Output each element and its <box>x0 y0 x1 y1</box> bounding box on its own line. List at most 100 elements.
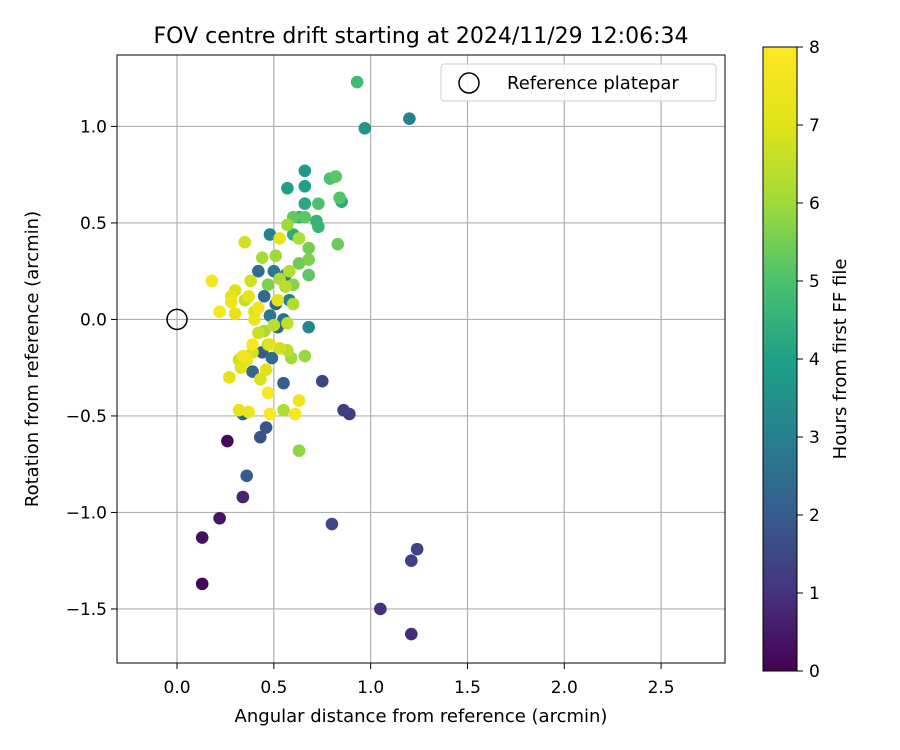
data-point <box>228 307 242 320</box>
colorbar-label: Hours from first FF file <box>830 259 851 460</box>
data-point <box>257 289 271 303</box>
data-point <box>410 542 424 556</box>
y-tick-label: 0.0 <box>80 310 107 330</box>
legend-label: Reference platepar <box>507 73 679 94</box>
data-point <box>286 297 300 311</box>
data-point <box>358 122 372 135</box>
data-point <box>223 371 236 384</box>
data-point <box>263 309 277 322</box>
data-point <box>288 407 302 421</box>
data-point <box>281 181 294 195</box>
data-point <box>302 253 315 266</box>
legend-marker-icon <box>458 72 480 94</box>
data-point <box>312 197 325 210</box>
data-point <box>244 274 257 288</box>
x-tick-label: 2.5 <box>648 678 675 698</box>
data-point <box>283 264 296 278</box>
data-point <box>405 627 418 641</box>
x-tick-label: 0.5 <box>260 678 287 698</box>
y-axis-label: Rotation from reference (arcmin) <box>22 211 43 507</box>
data-point <box>259 421 273 434</box>
y-tick-label: 0.5 <box>80 214 107 234</box>
data-point <box>405 554 418 568</box>
data-point <box>298 164 312 178</box>
colorbar-tick-label: 7 <box>809 116 820 136</box>
data-point <box>298 179 312 193</box>
colorbar-tick-label: 0 <box>809 662 820 682</box>
y-tick-label: −0.5 <box>66 407 107 427</box>
x-axis-label: Angular distance from reference (arcmin) <box>235 706 608 727</box>
data-point <box>263 228 277 241</box>
data-point <box>292 394 306 407</box>
data-point <box>403 112 416 125</box>
data-point <box>273 232 286 245</box>
data-point <box>292 444 306 457</box>
data-point <box>298 210 312 224</box>
data-point <box>263 407 277 421</box>
data-point <box>277 376 290 390</box>
data-point <box>263 338 277 351</box>
data-point <box>261 386 275 400</box>
data-point <box>195 531 209 544</box>
data-point <box>252 264 265 278</box>
data-point <box>302 320 315 334</box>
x-axis-ticks: 0.0 0.5 1.0 1.5 2.0 2.5 <box>164 663 675 698</box>
x-tick-label: 1.5 <box>454 678 481 698</box>
data-point <box>240 469 254 483</box>
x-tick-label: 2.0 <box>551 678 578 698</box>
data-point <box>261 278 275 291</box>
y-tick-label: 1.0 <box>80 117 107 137</box>
grid-lines <box>117 55 725 663</box>
data-points <box>195 75 424 641</box>
plot-frame <box>116 54 726 664</box>
data-point <box>337 403 350 417</box>
y-axis-ticks: −1.5 −1.0 −0.5 0.0 0.5 1.0 <box>66 117 117 620</box>
data-point <box>236 349 250 363</box>
data-point <box>213 305 226 319</box>
data-point <box>267 318 281 332</box>
data-point <box>221 434 234 448</box>
reference-marker-layer <box>166 308 188 331</box>
data-point <box>259 363 273 376</box>
data-point <box>213 511 226 525</box>
colorbar-tick-label: 4 <box>809 350 820 370</box>
data-point <box>315 374 329 388</box>
legend-box <box>440 63 717 102</box>
data-point <box>232 403 246 417</box>
data-point <box>236 490 250 504</box>
data-point <box>312 220 325 234</box>
data-point <box>252 326 265 340</box>
colorbar-gradient <box>762 46 798 672</box>
data-point <box>279 280 292 293</box>
data-point <box>269 249 283 263</box>
data-point <box>271 293 285 307</box>
data-point <box>253 430 267 444</box>
chart-title: FOV centre drift starting at 2024/11/29 … <box>154 24 689 49</box>
data-point <box>292 257 306 270</box>
data-point <box>350 75 364 89</box>
colorbar-tick-label: 2 <box>809 506 820 526</box>
data-point <box>325 517 339 531</box>
colorbar-tick-label: 5 <box>809 272 820 292</box>
data-point <box>246 338 259 351</box>
data-point <box>248 313 261 326</box>
colorbar-tick-label: 1 <box>809 584 820 604</box>
data-point <box>238 235 252 249</box>
data-point <box>242 405 255 419</box>
colorbar: 0 1 2 3 4 5 6 7 8 Hours from first FF file <box>762 38 851 682</box>
data-point <box>252 301 265 315</box>
data-point <box>298 349 312 363</box>
data-point <box>273 342 286 355</box>
data-point <box>298 197 312 210</box>
data-point <box>302 268 315 282</box>
data-point <box>302 241 315 255</box>
colorbar-tick-label: 8 <box>809 38 820 58</box>
data-point <box>205 274 219 288</box>
data-point <box>195 577 209 591</box>
data-point <box>234 361 248 374</box>
data-point <box>333 191 346 205</box>
data-point <box>277 403 290 417</box>
data-point <box>281 316 294 330</box>
data-point <box>265 351 279 365</box>
